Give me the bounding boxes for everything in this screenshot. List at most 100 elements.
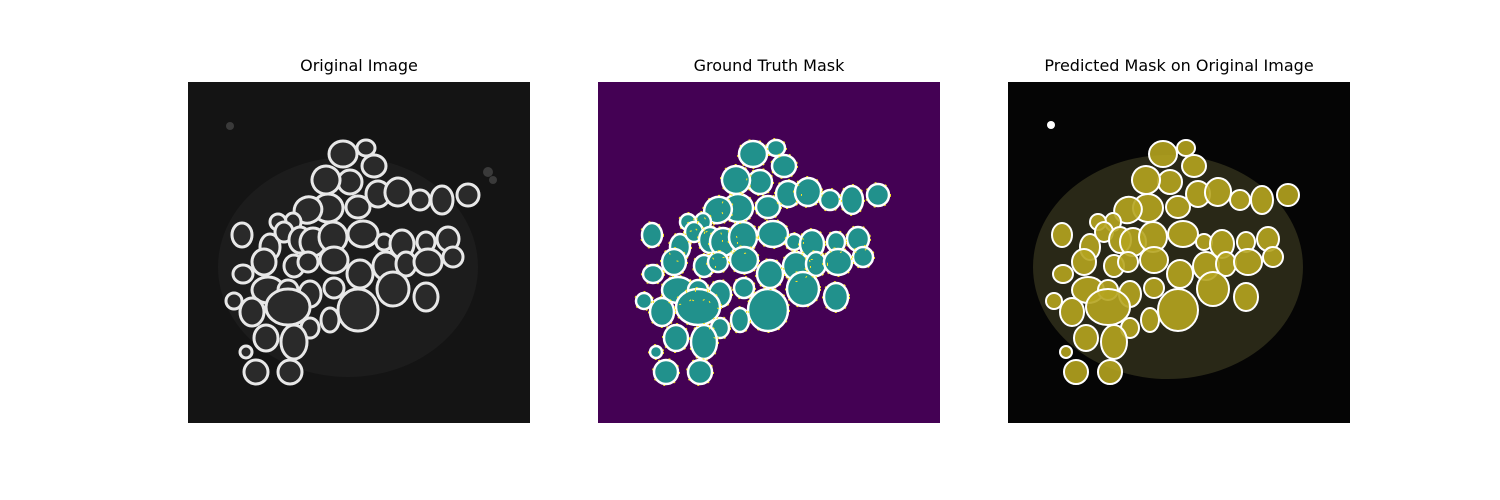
cell <box>662 323 690 353</box>
panel-title: Predicted Mask on Original Image <box>1044 56 1314 75</box>
cell-outline <box>683 220 705 244</box>
cell <box>441 245 465 269</box>
cell <box>1051 222 1073 248</box>
cell-outline <box>686 358 714 386</box>
original-image <box>188 82 530 423</box>
cell-outline <box>721 192 755 224</box>
cell-outline <box>720 164 752 196</box>
cell <box>1085 288 1131 326</box>
cell <box>224 291 244 311</box>
cell <box>746 168 774 196</box>
cell <box>851 245 875 269</box>
cell-outline <box>792 176 824 208</box>
cell-outline <box>756 219 790 249</box>
cell-outline <box>865 182 891 208</box>
cell <box>375 270 411 308</box>
cell <box>1071 248 1097 276</box>
cell-outline <box>851 245 875 269</box>
cell <box>346 219 380 249</box>
cell <box>276 358 304 386</box>
cell <box>706 250 730 274</box>
cell <box>360 153 388 179</box>
cell <box>1276 183 1300 207</box>
cell-outline <box>668 232 692 262</box>
cell-outline <box>732 276 756 300</box>
cell <box>1157 169 1183 195</box>
cell <box>686 358 714 386</box>
cell <box>640 221 664 249</box>
cell <box>252 323 280 353</box>
cell <box>345 258 375 290</box>
cell-outline <box>729 306 751 334</box>
cell <box>336 287 380 333</box>
cell-outline <box>706 250 730 274</box>
cell <box>242 358 270 386</box>
panel-title: Ground Truth Mask <box>693 56 845 75</box>
cell <box>336 168 364 196</box>
cell-outline <box>686 278 710 302</box>
cell <box>648 344 664 360</box>
cell-outline <box>746 168 774 196</box>
cell <box>1140 307 1160 333</box>
cell <box>1052 264 1074 284</box>
cell <box>1131 165 1161 195</box>
cell <box>327 139 359 169</box>
cell <box>322 276 346 300</box>
cell <box>1250 185 1274 215</box>
cell <box>822 247 854 277</box>
cell <box>770 153 798 179</box>
cell <box>1097 359 1123 385</box>
cell <box>412 281 440 313</box>
cell-outline <box>634 291 654 311</box>
cell <box>785 270 821 308</box>
cell-outline <box>822 281 850 313</box>
cell <box>296 250 320 274</box>
cell-outline <box>774 179 802 209</box>
cell-outline <box>818 188 842 212</box>
cell <box>1059 297 1085 327</box>
cell <box>344 194 372 220</box>
cell <box>755 258 785 290</box>
cell-outline <box>845 225 871 253</box>
cell-outline <box>641 263 665 285</box>
cell-outline <box>804 250 828 278</box>
cell <box>264 287 312 327</box>
debris-speck <box>483 167 493 177</box>
cell <box>412 247 444 277</box>
cell <box>1045 292 1063 310</box>
cell <box>455 182 481 208</box>
cell <box>1196 271 1230 307</box>
cell <box>728 245 760 275</box>
cell <box>429 184 455 216</box>
cell-outline <box>785 270 821 308</box>
cell-outline <box>746 287 790 333</box>
cell <box>230 221 254 249</box>
predicted-mask-image <box>1008 82 1350 423</box>
cell <box>865 182 891 208</box>
cell <box>746 287 790 333</box>
cell <box>652 358 680 386</box>
cell <box>1157 288 1199 332</box>
cell-outline <box>781 250 811 282</box>
cell <box>1176 139 1196 157</box>
cell-outline <box>737 139 769 169</box>
cell <box>737 139 769 169</box>
cell <box>641 263 665 285</box>
cell-outline <box>839 184 865 216</box>
cell <box>250 247 278 277</box>
cell <box>756 219 790 249</box>
cell-outline <box>770 153 798 179</box>
cell <box>732 276 756 300</box>
cell <box>1233 248 1263 276</box>
cell <box>839 184 865 216</box>
cell-outline <box>728 245 760 275</box>
cell-outline <box>678 212 698 232</box>
cell <box>1262 246 1284 268</box>
cell-outline <box>765 138 787 158</box>
cell-outline <box>660 247 688 277</box>
cell <box>231 263 255 285</box>
cell-outline <box>755 258 785 290</box>
debris-speck <box>1047 121 1055 129</box>
cell <box>1167 220 1199 248</box>
cell <box>1166 259 1194 289</box>
